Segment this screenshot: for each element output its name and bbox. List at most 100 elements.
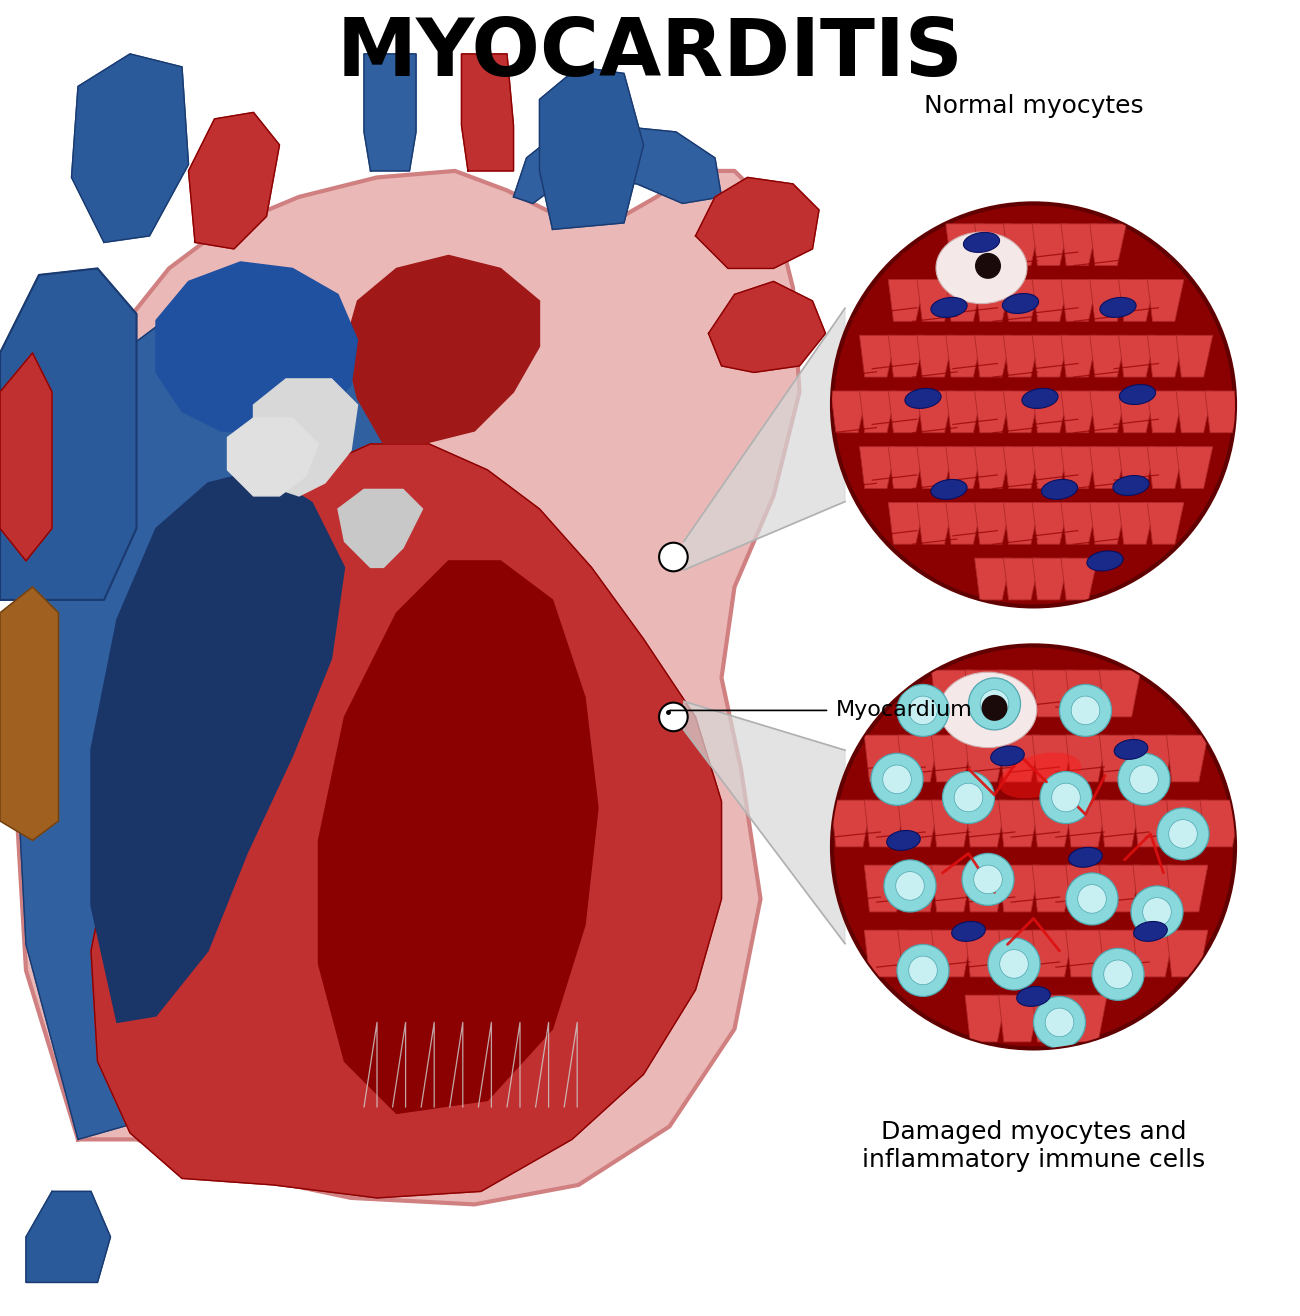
Polygon shape <box>1100 800 1141 848</box>
Ellipse shape <box>963 233 1000 253</box>
Polygon shape <box>227 418 318 496</box>
Polygon shape <box>916 391 954 433</box>
Polygon shape <box>975 279 1011 321</box>
Ellipse shape <box>1002 293 1039 313</box>
Polygon shape <box>1032 503 1069 545</box>
Polygon shape <box>864 736 906 782</box>
Polygon shape <box>946 224 983 266</box>
Polygon shape <box>965 930 1006 976</box>
Polygon shape <box>859 391 896 433</box>
Circle shape <box>942 771 994 824</box>
Circle shape <box>871 753 923 805</box>
Polygon shape <box>975 446 1011 488</box>
Circle shape <box>1131 886 1183 938</box>
Ellipse shape <box>1041 479 1078 499</box>
Polygon shape <box>931 865 972 912</box>
Polygon shape <box>254 379 358 496</box>
Polygon shape <box>1032 558 1069 600</box>
Polygon shape <box>1032 736 1074 782</box>
Text: Myocardium: Myocardium <box>836 700 972 720</box>
Polygon shape <box>1004 336 1040 378</box>
Polygon shape <box>998 995 1040 1042</box>
Polygon shape <box>864 930 906 976</box>
Polygon shape <box>1148 279 1184 321</box>
Polygon shape <box>1176 391 1213 433</box>
Polygon shape <box>1134 800 1174 848</box>
Polygon shape <box>1089 391 1126 433</box>
Circle shape <box>884 859 936 912</box>
Circle shape <box>975 253 1001 279</box>
Polygon shape <box>1166 736 1208 782</box>
Circle shape <box>988 938 1040 990</box>
Polygon shape <box>916 279 954 321</box>
Polygon shape <box>1100 670 1141 717</box>
Polygon shape <box>898 930 939 976</box>
Polygon shape <box>1200 800 1242 848</box>
Polygon shape <box>13 301 461 1140</box>
Polygon shape <box>864 865 906 912</box>
Circle shape <box>1052 783 1080 812</box>
Circle shape <box>1034 996 1086 1049</box>
Polygon shape <box>998 670 1040 717</box>
Polygon shape <box>998 800 1040 848</box>
Polygon shape <box>916 503 954 545</box>
Polygon shape <box>514 125 722 204</box>
Polygon shape <box>888 336 924 378</box>
Circle shape <box>962 853 1014 905</box>
Circle shape <box>974 865 1002 894</box>
Polygon shape <box>1061 558 1097 600</box>
Polygon shape <box>1148 336 1184 378</box>
Circle shape <box>1143 898 1171 926</box>
Polygon shape <box>1004 558 1040 600</box>
Ellipse shape <box>1022 388 1058 408</box>
Polygon shape <box>684 701 845 944</box>
Polygon shape <box>1148 391 1184 433</box>
Ellipse shape <box>998 753 1082 799</box>
Polygon shape <box>1066 736 1108 782</box>
Polygon shape <box>1176 336 1213 378</box>
Polygon shape <box>0 587 58 841</box>
Polygon shape <box>946 503 983 545</box>
Polygon shape <box>344 255 540 443</box>
Circle shape <box>659 542 688 571</box>
Polygon shape <box>1089 336 1126 378</box>
Circle shape <box>1071 696 1100 725</box>
Ellipse shape <box>1134 921 1167 941</box>
Polygon shape <box>1032 865 1074 912</box>
Polygon shape <box>946 279 983 321</box>
Circle shape <box>1000 950 1028 978</box>
Polygon shape <box>1134 930 1174 976</box>
Ellipse shape <box>1017 987 1050 1007</box>
Text: MYOCARDITIS: MYOCARDITIS <box>337 14 963 93</box>
Polygon shape <box>1176 446 1213 488</box>
Polygon shape <box>1089 503 1126 545</box>
Polygon shape <box>1032 930 1074 976</box>
Polygon shape <box>931 670 972 717</box>
Polygon shape <box>965 995 1006 1042</box>
Polygon shape <box>975 336 1011 378</box>
Ellipse shape <box>991 746 1024 766</box>
Circle shape <box>896 871 924 900</box>
Polygon shape <box>1100 736 1141 782</box>
Polygon shape <box>965 865 1006 912</box>
Polygon shape <box>72 54 188 242</box>
Ellipse shape <box>1113 475 1149 496</box>
Ellipse shape <box>1069 848 1102 867</box>
Circle shape <box>980 690 1009 719</box>
Circle shape <box>954 783 983 812</box>
Polygon shape <box>1118 391 1156 433</box>
Polygon shape <box>1089 279 1126 321</box>
Polygon shape <box>1032 391 1069 433</box>
Polygon shape <box>888 391 924 433</box>
Circle shape <box>897 945 949 996</box>
Polygon shape <box>91 470 344 1023</box>
Circle shape <box>1157 808 1209 859</box>
Polygon shape <box>965 736 1006 782</box>
Polygon shape <box>0 268 136 600</box>
Text: Damaged myocytes and
inflammatory immune cells: Damaged myocytes and inflammatory immune… <box>862 1120 1205 1171</box>
Polygon shape <box>696 178 819 268</box>
Polygon shape <box>998 736 1040 782</box>
Ellipse shape <box>1087 551 1123 571</box>
Polygon shape <box>1061 503 1097 545</box>
Circle shape <box>832 645 1235 1049</box>
